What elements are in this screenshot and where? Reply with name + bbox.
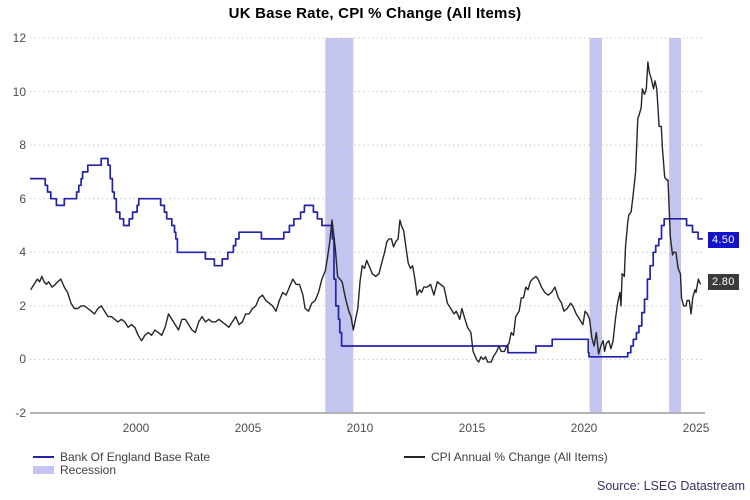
base-rate-line-swatch xyxy=(33,455,54,458)
x-axis-tick-label: 2000 xyxy=(122,421,150,435)
x-axis-tick-label: 2020 xyxy=(570,421,598,435)
cpi-end-value-label: 2.80 xyxy=(708,274,739,291)
recession-band xyxy=(589,38,602,413)
x-axis-tick-label: 2025 xyxy=(682,421,710,435)
legend-item-recession: Recession xyxy=(33,462,116,477)
y-axis-tick-label: 12 xyxy=(12,31,26,45)
x-axis-tick-label: 2015 xyxy=(458,421,486,435)
chart-title: UK Base Rate, CPI % Change (All Items) xyxy=(228,5,522,22)
legend-label-cpi: CPI Annual % Change (All Items) xyxy=(431,449,608,464)
legend-item-base-rate: Bank Of England Base Rate xyxy=(33,449,210,464)
base-rate-end-value-label: 4.50 xyxy=(708,231,739,248)
y-axis-tick-label: -2 xyxy=(15,406,26,420)
y-axis-tick-label: 6 xyxy=(19,191,26,206)
plot-area: 12 10 8 6 4 2 0 -2 2000 2005 2010 2015 2020 2025 xyxy=(12,31,710,435)
y-axis-tick-label: 4 xyxy=(19,245,26,260)
chart-svg xyxy=(30,37,705,414)
x-axis-tick-label: 2005 xyxy=(234,421,262,435)
y-axis-tick-label: 0 xyxy=(19,352,26,367)
legend-label-base-rate: Bank Of England Base Rate xyxy=(60,449,211,464)
cpi-line xyxy=(30,61,702,363)
y-axis-tick-label: 8 xyxy=(19,138,26,153)
recession-band xyxy=(669,38,682,413)
y-axis-tick-label: 2 xyxy=(19,298,26,313)
x-axis-tick-label: 2010 xyxy=(346,421,374,435)
y-axis-tick-label: 10 xyxy=(12,84,26,99)
legend-item-cpi: CPI Annual % Change (All Items) xyxy=(404,449,608,464)
cpi-line-swatch xyxy=(404,455,425,458)
source-credit: Source: LSEG Datastream xyxy=(597,479,745,493)
recession-band-swatch xyxy=(33,465,54,474)
base-rate-line xyxy=(30,157,703,358)
legend-label-recession: Recession xyxy=(60,462,117,477)
